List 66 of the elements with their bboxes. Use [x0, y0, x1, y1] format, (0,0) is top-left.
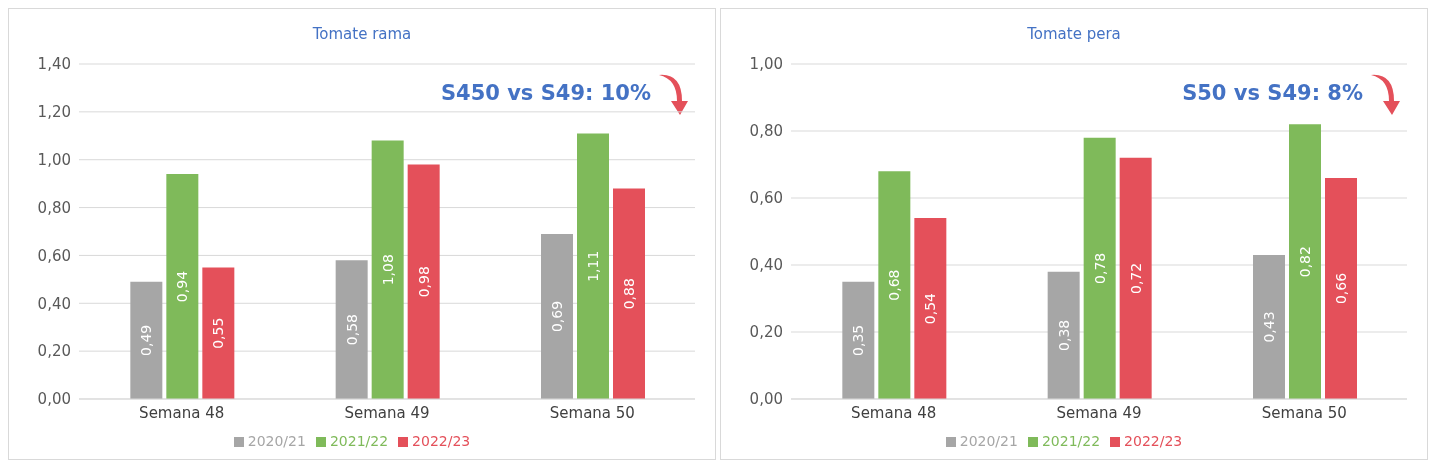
x-tick-label: Semana 49	[344, 403, 430, 422]
chart-title: Tomate pera	[1026, 25, 1122, 43]
x-tick-label: Semana 50	[549, 403, 635, 422]
bar	[1047, 271, 1080, 399]
bar	[1325, 177, 1357, 399]
data-label: 0,66	[1333, 272, 1349, 305]
bar	[1289, 124, 1321, 399]
y-tick-label: 0,40	[749, 256, 783, 275]
bar	[1253, 254, 1285, 399]
chart-title: Tomate rama	[311, 25, 413, 43]
data-label: 0,43	[1261, 311, 1277, 343]
legend-label: 2020/21	[959, 433, 1018, 449]
bar	[842, 281, 875, 399]
annotation: S450 vs S49: 10%	[440, 81, 651, 105]
data-label: 0,68	[886, 269, 903, 301]
bar	[130, 281, 163, 399]
y-tick-label: 1,20	[37, 103, 71, 122]
y-tick-label: 0,20	[37, 342, 71, 361]
data-label: 0,82	[1297, 246, 1313, 278]
y-tick-label: 1,00	[749, 55, 783, 74]
data-label: 1,08	[379, 254, 396, 286]
bar	[335, 260, 368, 399]
y-tick-label: 0,80	[749, 122, 783, 141]
bar	[541, 233, 573, 399]
bar	[914, 218, 947, 399]
y-tick-label: 0,40	[37, 294, 71, 313]
data-label: 1,11	[585, 250, 601, 282]
y-tick-label: 0,80	[37, 198, 71, 217]
data-label: 0,49	[138, 324, 155, 356]
bar	[407, 164, 440, 399]
legend-label: 2022/23	[1124, 433, 1183, 449]
annotation: S50 vs S49: 8%	[1182, 81, 1363, 105]
data-label: 0,78	[1091, 252, 1108, 284]
bar	[613, 188, 645, 399]
bar	[371, 140, 404, 399]
bar	[202, 267, 235, 399]
data-label: 0,98	[415, 266, 432, 298]
bar	[1119, 157, 1152, 399]
data-label: 0,38	[1055, 319, 1072, 351]
legend-label: 2021/22	[329, 433, 389, 449]
data-label: 0,54	[922, 292, 939, 325]
y-tick-label: 0,00	[37, 390, 71, 409]
y-tick-label: 0,60	[37, 246, 71, 265]
data-label: 0,35	[850, 324, 867, 356]
y-tick-label: 1,00	[37, 151, 71, 170]
x-tick-label: Semana 50	[1261, 403, 1347, 422]
legend-label: 2022/23	[412, 433, 471, 449]
y-tick-label: 0,60	[749, 189, 783, 208]
legend-label: 2020/21	[247, 433, 306, 449]
bar	[166, 174, 199, 399]
x-tick-label: Semana 48	[139, 403, 225, 422]
x-tick-label: Semana 49	[1056, 403, 1142, 422]
x-tick-label: Semana 48	[851, 403, 937, 422]
bar	[878, 171, 911, 399]
data-label: 0,72	[1127, 262, 1144, 294]
y-tick-label: 0,20	[749, 323, 783, 342]
data-label: 0,55	[210, 317, 227, 349]
data-label: 0,88	[621, 278, 637, 310]
legend-label: 2021/22	[1041, 433, 1101, 449]
y-tick-label: 0,00	[749, 390, 783, 409]
data-label: 0,69	[549, 300, 565, 333]
data-label: 0,94	[174, 270, 191, 303]
y-tick-label: 1,40	[37, 55, 71, 74]
bar	[1083, 137, 1116, 399]
data-label: 0,58	[343, 314, 360, 346]
bar	[577, 133, 609, 399]
